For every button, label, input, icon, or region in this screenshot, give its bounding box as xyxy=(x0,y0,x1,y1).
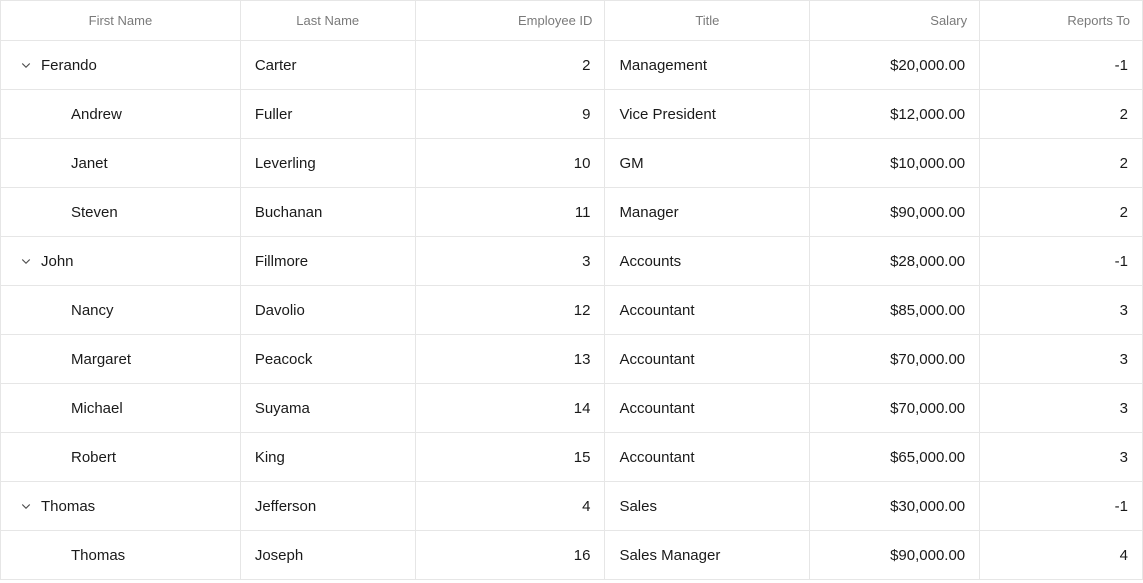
table-row[interactable]: Andrew Fuller 9 Vice President $12,000.0… xyxy=(1,90,1143,139)
cell-lastname: King xyxy=(240,433,415,482)
column-header-firstname[interactable]: First Name xyxy=(1,1,241,41)
cell-firstname: Michael xyxy=(71,400,123,417)
chevron-down-icon[interactable] xyxy=(19,58,33,72)
cell-title: Sales Manager xyxy=(605,531,810,580)
cell-empid: 2 xyxy=(415,41,605,90)
cell-salary: $20,000.00 xyxy=(810,41,980,90)
cell-title: Management xyxy=(605,41,810,90)
cell-title: Accountant xyxy=(605,433,810,482)
table-row[interactable]: Steven Buchanan 11 Manager $90,000.00 2 xyxy=(1,188,1143,237)
table-row[interactable]: Margaret Peacock 13 Accountant $70,000.0… xyxy=(1,335,1143,384)
cell-firstname: Janet xyxy=(71,155,108,172)
table-row[interactable]: Thomas Jefferson 4 Sales $30,000.00 -1 xyxy=(1,482,1143,531)
cell-lastname: Jefferson xyxy=(240,482,415,531)
cell-reports: 4 xyxy=(980,531,1143,580)
cell-firstname: Robert xyxy=(71,449,116,466)
cell-empid: 14 xyxy=(415,384,605,433)
cell-salary: $70,000.00 xyxy=(810,384,980,433)
chevron-down-icon[interactable] xyxy=(19,499,33,513)
cell-empid: 16 xyxy=(415,531,605,580)
cell-reports: 3 xyxy=(980,286,1143,335)
table-row[interactable]: Michael Suyama 14 Accountant $70,000.00 … xyxy=(1,384,1143,433)
cell-empid: 10 xyxy=(415,139,605,188)
column-header-empid[interactable]: Employee ID xyxy=(415,1,605,41)
cell-reports: -1 xyxy=(980,237,1143,286)
cell-lastname: Fillmore xyxy=(240,237,415,286)
cell-reports: 2 xyxy=(980,188,1143,237)
cell-firstname: Nancy xyxy=(71,302,114,319)
cell-firstname: Steven xyxy=(71,204,118,221)
cell-reports: -1 xyxy=(980,41,1143,90)
cell-firstname: Ferando xyxy=(41,57,97,74)
cell-empid: 4 xyxy=(415,482,605,531)
cell-lastname: Leverling xyxy=(240,139,415,188)
cell-title: Sales xyxy=(605,482,810,531)
cell-lastname: Fuller xyxy=(240,90,415,139)
cell-salary: $12,000.00 xyxy=(810,90,980,139)
cell-title: Accountant xyxy=(605,286,810,335)
cell-title: Manager xyxy=(605,188,810,237)
cell-firstname: Margaret xyxy=(71,351,131,368)
column-header-salary[interactable]: Salary xyxy=(810,1,980,41)
grid-body: Ferando Carter 2 Management $20,000.00 -… xyxy=(1,41,1143,580)
cell-reports: 3 xyxy=(980,335,1143,384)
cell-empid: 15 xyxy=(415,433,605,482)
cell-reports: -1 xyxy=(980,482,1143,531)
cell-reports: 3 xyxy=(980,384,1143,433)
cell-title: Accountant xyxy=(605,335,810,384)
cell-salary: $90,000.00 xyxy=(810,531,980,580)
cell-reports: 2 xyxy=(980,90,1143,139)
header-row: First Name Last Name Employee ID Title S… xyxy=(1,1,1143,41)
cell-empid: 11 xyxy=(415,188,605,237)
cell-firstname: Andrew xyxy=(71,106,122,123)
chevron-down-icon[interactable] xyxy=(19,254,33,268)
table-row[interactable]: Ferando Carter 2 Management $20,000.00 -… xyxy=(1,41,1143,90)
cell-reports: 2 xyxy=(980,139,1143,188)
cell-lastname: Peacock xyxy=(240,335,415,384)
cell-reports: 3 xyxy=(980,433,1143,482)
cell-firstname: John xyxy=(41,253,74,270)
cell-salary: $28,000.00 xyxy=(810,237,980,286)
cell-lastname: Davolio xyxy=(240,286,415,335)
cell-title: GM xyxy=(605,139,810,188)
cell-salary: $90,000.00 xyxy=(810,188,980,237)
table-row[interactable]: Nancy Davolio 12 Accountant $85,000.00 3 xyxy=(1,286,1143,335)
cell-lastname: Buchanan xyxy=(240,188,415,237)
cell-empid: 12 xyxy=(415,286,605,335)
table-row[interactable]: John Fillmore 3 Accounts $28,000.00 -1 xyxy=(1,237,1143,286)
cell-title: Vice President xyxy=(605,90,810,139)
cell-salary: $30,000.00 xyxy=(810,482,980,531)
employee-tree-grid: First Name Last Name Employee ID Title S… xyxy=(0,0,1143,580)
table-row[interactable]: Janet Leverling 10 GM $10,000.00 2 xyxy=(1,139,1143,188)
column-header-title[interactable]: Title xyxy=(605,1,810,41)
cell-firstname: Thomas xyxy=(41,498,95,515)
cell-firstname: Thomas xyxy=(71,547,125,564)
cell-salary: $85,000.00 xyxy=(810,286,980,335)
table-row[interactable]: Robert King 15 Accountant $65,000.00 3 xyxy=(1,433,1143,482)
cell-salary: $65,000.00 xyxy=(810,433,980,482)
table-row[interactable]: Thomas Joseph 16 Sales Manager $90,000.0… xyxy=(1,531,1143,580)
cell-salary: $70,000.00 xyxy=(810,335,980,384)
column-header-reports[interactable]: Reports To xyxy=(980,1,1143,41)
cell-salary: $10,000.00 xyxy=(810,139,980,188)
cell-lastname: Joseph xyxy=(240,531,415,580)
cell-lastname: Suyama xyxy=(240,384,415,433)
cell-title: Accountant xyxy=(605,384,810,433)
cell-title: Accounts xyxy=(605,237,810,286)
cell-empid: 9 xyxy=(415,90,605,139)
column-header-lastname[interactable]: Last Name xyxy=(240,1,415,41)
cell-empid: 3 xyxy=(415,237,605,286)
cell-lastname: Carter xyxy=(240,41,415,90)
cell-empid: 13 xyxy=(415,335,605,384)
